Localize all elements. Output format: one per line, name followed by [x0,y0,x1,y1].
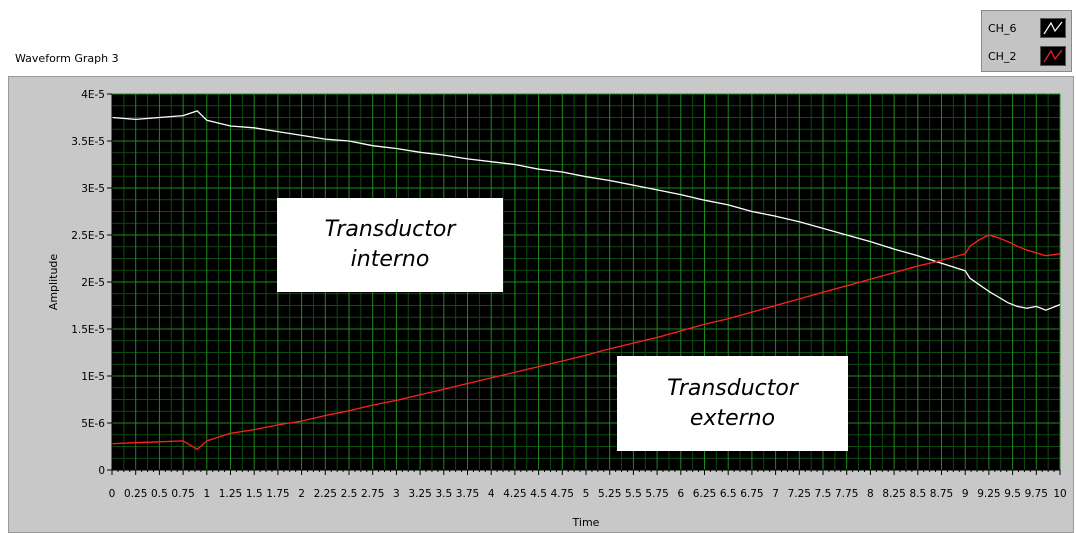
x-tick-label: 6.25 [693,488,716,500]
x-tick-label: 0.25 [124,488,147,500]
series-line-ch-6 [111,110,1061,311]
y-tick-label: 5E-6 [81,418,105,430]
x-tick-label: 2.25 [314,488,337,500]
plot-legend[interactable]: CH_6 CH_2 [981,10,1072,72]
x-tick-label: 10 [1053,488,1066,500]
x-tick-label: 7.75 [835,488,858,500]
x-tick-label: 8.25 [882,488,905,500]
y-tick-label: 3E-5 [81,183,105,195]
y-tick-label: 1E-5 [81,371,105,383]
x-tick-label: 4 [488,488,495,500]
x-tick-label: 0.5 [151,488,168,500]
y-tick-label: 1.5E-5 [71,324,105,336]
major-grid [111,93,1061,471]
x-tick-label: 1.25 [219,488,242,500]
annotation-interno-line-2: interno [350,247,430,272]
y-tick-label: 0 [98,465,105,477]
annotation-externo-line-1: Transductor [667,375,798,401]
y-tick-label: 2.5E-5 [71,230,105,242]
x-tick-label: 2.75 [361,488,384,500]
legend-line-icon [1043,49,1063,63]
x-tick-label: 5 [583,488,590,500]
x-tick-label: 8.5 [909,488,926,500]
axes-layer: 0 5E-6 1E-5 1.5E-5 2E-5 2.5E-5 3E-5 3.5E-5 4E-5 0… [71,89,1067,500]
x-tick-label: 1 [203,488,210,500]
x-tick-label: 3 [393,488,400,500]
x-tick-label: 3.25 [408,488,431,500]
annotation-transductor-externo: Transductor externo [617,356,848,451]
annotation-transductor-interno: Transductor interno [277,198,503,292]
legend-item-ch6[interactable]: CH_6 [988,18,1068,40]
x-tick-label: 4.5 [530,488,547,500]
x-tick-label: 3.75 [456,488,479,500]
x-tick-label: 2 [298,488,305,500]
x-tick-label: 4.25 [503,488,526,500]
x-tick-label: 9.25 [977,488,1000,500]
x-tick-label: 5.75 [645,488,668,500]
legend-item-ch2[interactable]: CH_2 [988,46,1068,68]
legend-swatch-ch2[interactable] [1040,46,1066,66]
x-tick-label: 5.25 [598,488,621,500]
x-tick-label: 3.5 [435,488,452,500]
x-tick-label: 8 [867,488,874,500]
x-tick-label: 6.75 [740,488,763,500]
x-tick-label: 9 [962,488,969,500]
legend-label-ch2: CH_2 [988,50,1017,63]
x-tick-label: 7 [772,488,779,500]
x-tick-label: 7.5 [815,488,832,500]
x-tick-label: 8.75 [930,488,953,500]
y-tick-label: 3.5E-5 [71,136,105,148]
legend-line-icon [1043,21,1063,35]
x-tick-label: 1.75 [266,488,289,500]
series-layer [111,110,1061,450]
y-axis-label: Amplitude [47,254,60,311]
x-tick-label: 9.5 [1004,488,1021,500]
legend-swatch-ch6[interactable] [1040,18,1066,38]
x-tick-label: 1.5 [246,488,263,500]
y-tick-label: 4E-5 [81,89,105,101]
x-axis-label: Time [572,516,600,529]
annotation-interno-line-1: Transductor [324,217,456,242]
x-tick-label: 6 [677,488,684,500]
legend-label-ch6: CH_6 [988,22,1017,35]
x-tick-label: 4.75 [551,488,574,500]
series-line-ch-2 [111,234,1061,450]
x-tick-label: 5.5 [625,488,642,500]
x-tick-label: 0 [109,488,116,500]
x-tick-label: 0.75 [171,488,194,500]
x-tick-label: 9.75 [1025,488,1048,500]
y-tick-label: 2E-5 [81,277,105,289]
annotation-externo-line-2: externo [689,405,776,431]
x-tick-label: 2.5 [341,488,358,500]
x-tick-label: 6.5 [720,488,737,500]
graph-label: Waveform Graph 3 [15,52,119,65]
x-tick-label: 7.25 [788,488,811,500]
